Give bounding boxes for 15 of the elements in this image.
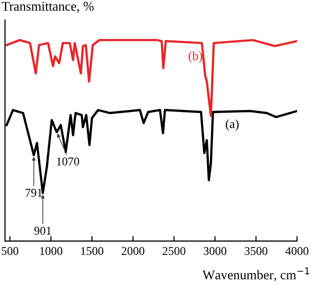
series-label: (b) (188, 51, 202, 63)
x-tick-label: 500 (2, 247, 18, 255)
x-tick-label: 2500 (162, 247, 186, 255)
x-tick-label: 1000 (40, 247, 62, 255)
annotation: 791 (26, 188, 42, 197)
x-tick-label: 1500 (81, 247, 104, 255)
x-axis-title: Wavenumber, cm$^{−1}$ (202, 267, 310, 282)
series-label: (a) (226, 119, 239, 131)
x-tick-label: 2000 (122, 247, 144, 255)
x-tick-label: 3000 (204, 247, 226, 255)
x-tick-label: 3500 (244, 247, 268, 255)
x-tick-label: 4000 (285, 247, 308, 255)
y-axis-title: Transmittance, % (2, 2, 94, 13)
annotation: 901 (34, 226, 51, 235)
annotation: 1070 (57, 157, 80, 166)
